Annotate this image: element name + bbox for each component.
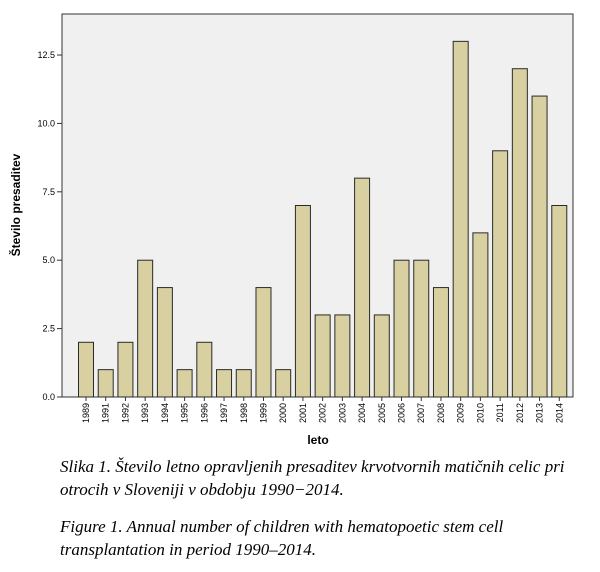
x-tick-label: 2000	[278, 403, 288, 423]
x-tick-label: 2007	[416, 403, 426, 423]
bar-2010	[472, 232, 489, 398]
x-tick-label: 2004	[357, 403, 367, 423]
x-tick-label: 2006	[397, 403, 407, 423]
bar-1997	[216, 369, 233, 398]
x-tick-label: 2011	[495, 403, 505, 422]
bar-chart: 0.0 2.5 5.0 7.5 10.0 12.5 1989 1991 1992 1993 199…	[8, 13, 574, 447]
bar-2007	[413, 259, 430, 398]
y-tick-label: 12.5	[37, 50, 55, 60]
bar-1993	[137, 259, 154, 398]
bar-2009	[452, 40, 469, 398]
x-tick-label: 2012	[515, 403, 525, 423]
bar-1992	[117, 341, 134, 398]
x-tick-label: 1997	[219, 403, 229, 423]
x-axis: 1989 1991 1992 1993 1994 1995 1996 1997 1998 1999…	[81, 397, 564, 423]
y-axis: 0.0 2.5 5.0 7.5 10.0 12.5	[37, 50, 62, 402]
x-tick-label: 1991	[101, 403, 111, 423]
bar-1989	[78, 341, 94, 398]
x-tick-label: 2002	[318, 403, 328, 423]
y-tick-label: 7.5	[42, 187, 55, 197]
bar-1995	[176, 369, 193, 398]
x-tick-label: 1995	[180, 403, 190, 423]
caption-english: Figure 1. Annual number of children with…	[60, 517, 504, 559]
x-tick-label: 1989	[81, 403, 91, 423]
bar-2012	[511, 68, 528, 398]
caption-slovenian: Slika 1. Število letno opravljenih presa…	[60, 457, 565, 499]
bar-1994	[156, 287, 173, 398]
y-tick-label: 10.0	[37, 118, 55, 128]
x-tick-label: 2001	[298, 403, 308, 423]
bar-2003	[334, 314, 351, 398]
x-tick-label: 1992	[120, 403, 130, 423]
y-axis-title: Število presaditev	[8, 153, 23, 256]
bar-2011	[492, 150, 509, 398]
x-tick-label: 2010	[475, 403, 485, 423]
x-tick-label: 1999	[258, 403, 268, 423]
x-tick-label: 2014	[554, 403, 564, 423]
bar-1998	[235, 369, 252, 398]
y-tick-label: 2.5	[42, 324, 55, 334]
bar-1996	[196, 341, 213, 398]
x-tick-label: 1998	[239, 403, 249, 423]
bar-2004	[354, 177, 371, 398]
bar-2013	[531, 95, 548, 398]
x-axis-title: leto	[307, 433, 328, 447]
bar-2006	[393, 259, 410, 398]
y-tick-label: 5.0	[42, 255, 55, 265]
x-tick-label: 2003	[337, 403, 347, 423]
bar-2000	[275, 369, 292, 398]
x-tick-label: 1993	[140, 403, 150, 423]
bar-2014	[551, 205, 568, 398]
x-tick-label: 2008	[436, 403, 446, 423]
bars	[78, 40, 568, 398]
x-tick-label: 2005	[377, 403, 387, 423]
x-tick-label: 2013	[535, 403, 545, 423]
bar-2001	[294, 205, 311, 398]
bar-2008	[432, 287, 449, 398]
bar-2005	[373, 314, 390, 398]
x-tick-label: 1996	[199, 403, 209, 423]
bar-1991	[97, 369, 114, 398]
bar-1999	[255, 287, 272, 398]
bar-2002	[314, 314, 331, 398]
x-tick-label: 2009	[456, 403, 466, 423]
y-tick-label: 0.0	[42, 392, 55, 402]
x-tick-label: 1994	[160, 403, 170, 423]
